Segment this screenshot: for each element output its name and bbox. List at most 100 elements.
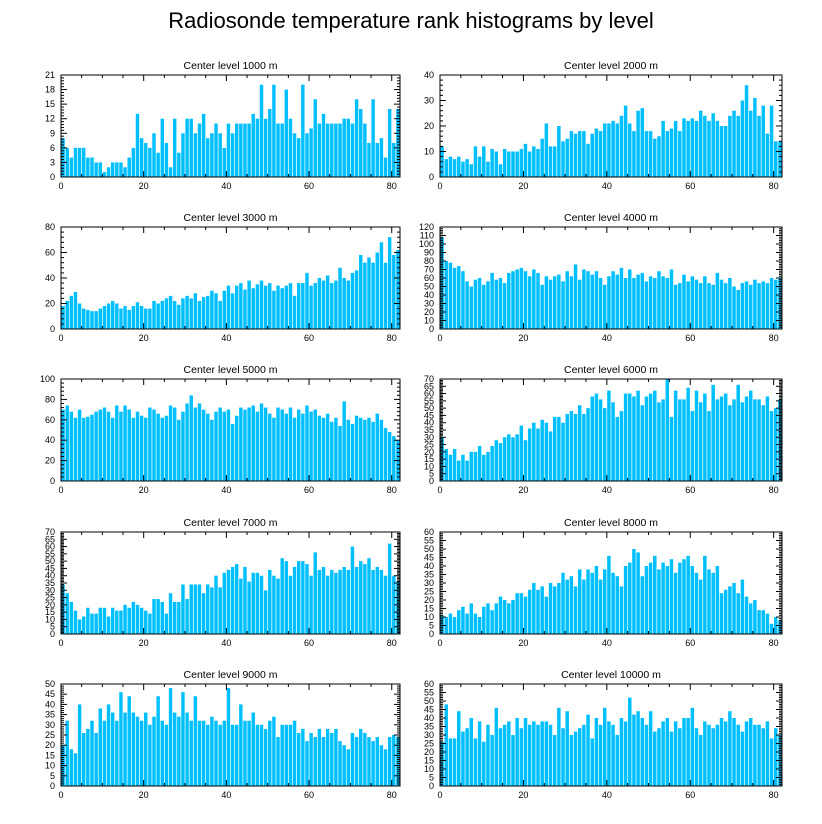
bar [590, 274, 594, 329]
bar [628, 269, 632, 329]
bar [590, 738, 594, 786]
bar [330, 732, 334, 786]
bar [653, 390, 657, 481]
y-tick-label: 90 [424, 248, 434, 258]
bar [623, 278, 628, 329]
bar [123, 604, 127, 634]
bar [321, 566, 326, 634]
bar [594, 128, 599, 177]
chart-title: Center level 4000 m [564, 212, 658, 224]
bar [189, 584, 193, 634]
bar [90, 311, 94, 329]
bar [532, 583, 536, 634]
bar [728, 405, 732, 481]
x-tick-label: 0 [58, 181, 63, 191]
bar [598, 724, 603, 786]
bar [181, 584, 185, 634]
y-tick-label: 40 [424, 713, 434, 723]
bar [148, 407, 152, 481]
bar [276, 407, 280, 481]
bar [131, 712, 136, 786]
bar [590, 396, 594, 481]
bar [707, 569, 711, 634]
bar [230, 724, 235, 786]
y-tick-label: 15 [45, 607, 55, 617]
bar [477, 446, 482, 481]
bar [477, 721, 482, 786]
bar [515, 434, 519, 481]
bar [77, 619, 82, 634]
x-tick-label: 20 [518, 181, 528, 191]
bar [586, 271, 590, 329]
bar [284, 561, 289, 634]
bar [653, 138, 657, 177]
bar [527, 589, 532, 634]
bar [615, 123, 619, 177]
bar [222, 572, 227, 634]
bar [334, 417, 338, 481]
bar [548, 724, 553, 786]
bar [168, 593, 173, 634]
bar [197, 720, 202, 786]
bar [135, 113, 140, 177]
y-tick-label: 120 [419, 222, 434, 232]
bar [127, 607, 131, 634]
bar [561, 572, 565, 634]
y-tick-label: 15 [424, 454, 434, 464]
bar [603, 707, 607, 786]
bar [452, 617, 457, 634]
bar [494, 279, 499, 329]
bar [703, 115, 707, 177]
y-tick-label: 25 [424, 739, 434, 749]
bar [226, 123, 231, 177]
bar [465, 460, 469, 481]
bar [160, 720, 165, 786]
bar [263, 118, 268, 177]
y-tick-label: 0 [50, 172, 55, 182]
bar [259, 575, 264, 634]
bar [189, 720, 193, 786]
bar [144, 308, 148, 329]
bar [396, 249, 400, 329]
bar [350, 423, 355, 481]
y-tick-label: 0 [429, 324, 434, 334]
bar [711, 572, 715, 634]
bar [189, 118, 193, 177]
bar [523, 143, 528, 177]
y-tick-label: 0 [429, 476, 434, 486]
bar [611, 120, 615, 177]
bar [636, 390, 640, 481]
y-tick-label: 10 [45, 761, 55, 771]
bar [110, 417, 115, 481]
bar [444, 704, 448, 786]
bar [515, 593, 519, 634]
bar [288, 407, 293, 481]
bar [728, 711, 732, 786]
bar [573, 731, 578, 786]
y-tick-label: 20 [424, 747, 434, 757]
bar [135, 411, 140, 481]
bar [657, 402, 661, 481]
bar [346, 280, 351, 329]
x-tick-label: 80 [387, 333, 397, 343]
bar [363, 732, 367, 786]
bar [292, 133, 297, 177]
bar [765, 133, 770, 177]
bar [139, 607, 144, 634]
bar [774, 728, 778, 786]
bar [502, 600, 507, 634]
bar [172, 407, 177, 481]
bar [715, 272, 720, 329]
bar [607, 555, 611, 634]
bar [168, 295, 173, 329]
y-tick-label: 45 [424, 410, 434, 420]
bar [119, 308, 123, 329]
bar [628, 123, 632, 177]
bar [703, 721, 707, 786]
bar [765, 721, 770, 786]
bar [239, 578, 243, 634]
bar [757, 399, 761, 481]
bar [218, 724, 222, 786]
y-tick-label: 100 [419, 239, 434, 249]
